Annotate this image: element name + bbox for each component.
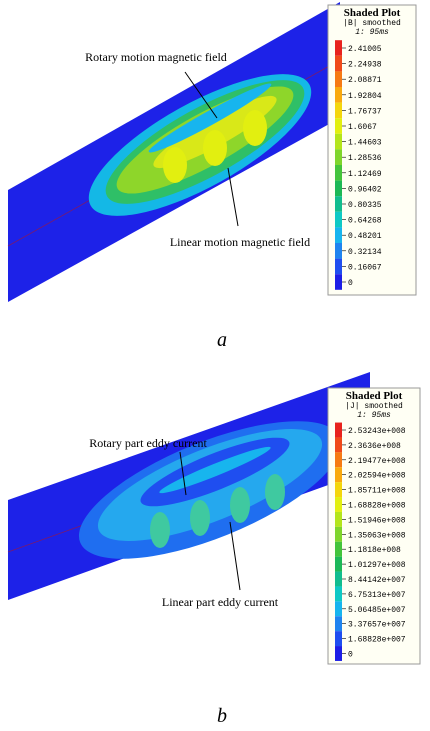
annotation: Rotary motion magnetic field: [85, 50, 227, 64]
legend-swatch: [335, 452, 342, 467]
legend-title: Shaded Plot: [344, 7, 401, 19]
legend-label: 2.53243e+008: [348, 427, 406, 436]
legend-label: 1.76737: [348, 107, 382, 116]
legend-label: 0.16067: [348, 263, 382, 272]
legend-swatch: [335, 259, 342, 275]
legend-swatch: [335, 557, 342, 572]
legend-quantity: |B| smoothed: [343, 19, 401, 28]
leader-line: [230, 522, 240, 590]
legend-swatch: [335, 601, 342, 616]
legend-swatch: [335, 118, 342, 134]
legend-label: 1.68828e+007: [348, 636, 406, 645]
legend-label: 2.08871: [348, 76, 382, 85]
legend-label: 0: [348, 279, 353, 288]
legend-label: 5.06485e+007: [348, 606, 406, 615]
legend-swatch: [335, 56, 342, 72]
legend-label: 2.41005: [348, 45, 382, 54]
legend-swatch: [335, 149, 342, 165]
legend-label: 1.6067: [348, 123, 377, 132]
legend-swatch: [335, 646, 342, 661]
legend-swatch: [335, 467, 342, 482]
figure: Rotary motion magnetic field Linear moti…: [0, 0, 430, 731]
legend-label: 1.51946e+008: [348, 516, 406, 525]
legend-label: 1.35063e+008: [348, 531, 406, 540]
legend-swatch: [335, 134, 342, 150]
legend-swatch: [335, 497, 342, 512]
legend-label: 0.48201: [348, 232, 382, 241]
legend-label: 6.75313e+007: [348, 591, 406, 600]
annotation: Rotary part eddy current: [89, 436, 207, 450]
legend-label: 1.92804: [348, 92, 382, 101]
legend-swatch: [335, 103, 342, 119]
legend-label: 1.12469: [348, 170, 382, 179]
legend-swatch: [335, 71, 342, 87]
field-plot-b: [8, 372, 370, 600]
legend-label: 2.19477e+008: [348, 457, 406, 466]
legend-title: Shaded Plot: [346, 390, 403, 402]
legend-swatch: [335, 423, 342, 438]
legend-swatch: [335, 631, 342, 646]
field-plot-a: [8, 2, 340, 302]
annotation: Linear part eddy current: [162, 595, 279, 609]
legend-label: 1.85711e+008: [348, 487, 406, 496]
legend-label: 3.37657e+007: [348, 621, 406, 630]
legend-swatch: [335, 527, 342, 542]
legend-swatch: [335, 40, 342, 56]
legend-swatch: [335, 243, 342, 259]
caption: b: [217, 705, 227, 727]
legend-label: 0.64268: [348, 217, 382, 226]
legend-swatch: [335, 572, 342, 587]
legend-swatch: [335, 196, 342, 212]
legend-swatch: [335, 437, 342, 452]
legend-label: 2.24938: [348, 61, 382, 70]
legend-swatch: [335, 227, 342, 243]
legend-swatch: [335, 586, 342, 601]
legend-label: 1.68828e+008: [348, 502, 406, 511]
annotation: Linear motion magnetic field: [170, 235, 310, 249]
legend-swatch: [335, 482, 342, 497]
legend-label: 0.32134: [348, 248, 382, 257]
legend-label: 2.02594e+008: [348, 472, 406, 481]
legend-label: 1.01297e+008: [348, 561, 406, 570]
caption: a: [217, 329, 227, 351]
legend-label: 1.28536: [348, 154, 382, 163]
legend-time: 1: 95ms: [357, 411, 391, 420]
legend-swatch: [335, 87, 342, 103]
legend-label: 8.44142e+007: [348, 576, 406, 585]
legend-swatch: [335, 512, 342, 527]
legend-swatch: [335, 165, 342, 181]
legend-label: 0.80335: [348, 201, 382, 210]
legend-time: 1: 95ms: [355, 28, 389, 37]
legend-swatch: [335, 616, 342, 631]
legend-label: 1.1818e+008: [348, 546, 401, 555]
legend-swatch: [335, 542, 342, 557]
legend-swatch: [335, 274, 342, 290]
legend-label: 1.44603: [348, 139, 382, 148]
legend-label: 0.96402: [348, 185, 382, 194]
legend-swatch: [335, 181, 342, 197]
legend-label: 2.3636e+008: [348, 442, 401, 451]
legend-swatch: [335, 212, 342, 228]
legend-quantity: |J| smoothed: [345, 402, 403, 411]
legend-label: 0: [348, 651, 353, 660]
